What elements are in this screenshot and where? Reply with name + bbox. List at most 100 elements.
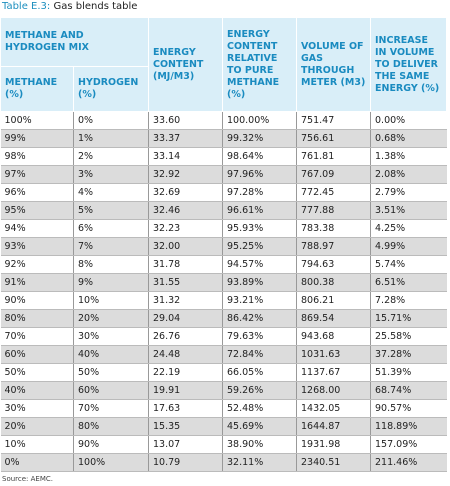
- table-cell: 1%: [73, 129, 149, 148]
- table-cell: 772.45: [296, 183, 371, 202]
- table-cell: 59.26%: [222, 381, 297, 400]
- table-cell: 783.38: [296, 219, 371, 238]
- table-cell: 94%: [0, 219, 74, 238]
- table-cell: 33.14: [148, 147, 223, 166]
- table-cell: 60%: [73, 381, 149, 400]
- table-cell: 10%: [0, 435, 74, 454]
- table-cell: 60%: [0, 345, 74, 364]
- table-cell: 90%: [0, 291, 74, 310]
- table-cell: 99%: [0, 129, 74, 148]
- table-cell: 19.91: [148, 381, 223, 400]
- table-cell: 32.00: [148, 237, 223, 256]
- table-cell: 40%: [73, 345, 149, 364]
- table-cell: 97%: [0, 165, 74, 184]
- table-cell: 91%: [0, 273, 74, 292]
- table-row: 91% 9% 31.55 93.89% 800.38 6.51%: [0, 273, 447, 292]
- table-cell: 3.51%: [370, 201, 447, 220]
- table-cell: 3%: [73, 165, 149, 184]
- table-cell: 95.93%: [222, 219, 297, 238]
- table-cell: 24.48: [148, 345, 223, 364]
- table-cell: 33.37: [148, 129, 223, 148]
- column-header: METHANE (%): [0, 66, 74, 112]
- table-cell: 95%: [0, 201, 74, 220]
- table-cell: 806.21: [296, 291, 371, 310]
- table-cell: 788.97: [296, 237, 371, 256]
- table-cell: 2340.51: [296, 453, 371, 472]
- table-cell: 32.46: [148, 201, 223, 220]
- table-row: 60% 40% 24.48 72.84% 1031.63 37.28%: [0, 345, 447, 364]
- table-cell: 17.63: [148, 399, 223, 418]
- table-cell: 1031.63: [296, 345, 371, 364]
- table-cell: 5.74%: [370, 255, 447, 274]
- table-cell: 37.28%: [370, 345, 447, 364]
- table-cell: 751.47: [296, 111, 371, 130]
- table-cell: 211.46%: [370, 453, 447, 472]
- table-cell: 80%: [0, 309, 74, 328]
- table-number: Table E.3:: [2, 1, 51, 12]
- table-cell: 50%: [73, 363, 149, 382]
- table-cell: 52.48%: [222, 399, 297, 418]
- table-cell: 86.42%: [222, 309, 297, 328]
- table-row: 80% 20% 29.04 86.42% 869.54 15.71%: [0, 309, 447, 328]
- table-cell: 72.84%: [222, 345, 297, 364]
- table-cell: 80%: [73, 417, 149, 436]
- table-cell: 93%: [0, 237, 74, 256]
- table-cell: 29.04: [148, 309, 223, 328]
- table-cell: 0.68%: [370, 129, 447, 148]
- table-cell: 68.74%: [370, 381, 447, 400]
- table-cell: 100.00%: [222, 111, 297, 130]
- table-row: 20% 80% 15.35 45.69% 1644.87 118.89%: [0, 417, 447, 436]
- table-cell: 51.39%: [370, 363, 447, 382]
- table-cell: 157.09%: [370, 435, 447, 454]
- table-cell: 5%: [73, 201, 149, 220]
- table-cell: 100%: [0, 111, 74, 130]
- table-row: 98% 2% 33.14 98.64% 761.81 1.38%: [0, 147, 447, 166]
- table-row: 10% 90% 13.07 38.90% 1931.98 157.09%: [0, 435, 447, 454]
- table-cell: 97.96%: [222, 165, 297, 184]
- table-row: 0% 100% 10.79 32.11% 2340.51 211.46%: [0, 453, 447, 472]
- table-cell: 0.00%: [370, 111, 447, 130]
- table-body: 100% 0% 33.60 100.00% 751.47 0.00% 99% 1% 33.37 9…: [0, 111, 447, 472]
- table-cell: 761.81: [296, 147, 371, 166]
- table-cell: 31.55: [148, 273, 223, 292]
- table-cell: 96.61%: [222, 201, 297, 220]
- table-row: 92% 8% 31.78 94.57% 794.63 5.74%: [0, 255, 447, 274]
- table-cell: 70%: [0, 327, 74, 346]
- table-cell: 31.32: [148, 291, 223, 310]
- table-cell: 13.07: [148, 435, 223, 454]
- table-cell: 20%: [0, 417, 74, 436]
- table-cell: 30%: [0, 399, 74, 418]
- table-row: 95% 5% 32.46 96.61% 777.88 3.51%: [0, 201, 447, 220]
- table-cell: 4.25%: [370, 219, 447, 238]
- table-row: 94% 6% 32.23 95.93% 783.38 4.25%: [0, 219, 447, 238]
- table-row: 90% 10% 31.32 93.21% 806.21 7.28%: [0, 291, 447, 310]
- table-cell: 32.11%: [222, 453, 297, 472]
- column-header: ENERGY CONTENT (MJ/M3): [148, 17, 223, 112]
- table-cell: 96%: [0, 183, 74, 202]
- table-cell: 30%: [73, 327, 149, 346]
- table-row: 96% 4% 32.69 97.28% 772.45 2.79%: [0, 183, 447, 202]
- table-cell: 2.08%: [370, 165, 447, 184]
- column-header: INCREASE IN VOLUME TO DELIVER THE SAME E…: [370, 17, 447, 112]
- table-cell: 70%: [73, 399, 149, 418]
- table-cell: 800.38: [296, 273, 371, 292]
- group-header: METHANE AND HYDROGEN MIX: [0, 17, 149, 67]
- table-cell: 10%: [73, 291, 149, 310]
- table-cell: 0%: [73, 111, 149, 130]
- table-cell: 32.69: [148, 183, 223, 202]
- table-cell: 66.05%: [222, 363, 297, 382]
- table-cell: 79.63%: [222, 327, 297, 346]
- table-cell: 1432.05: [296, 399, 371, 418]
- table-cell: 794.63: [296, 255, 371, 274]
- table-cell: 45.69%: [222, 417, 297, 436]
- table-cell: 98.64%: [222, 147, 297, 166]
- table-cell: 8%: [73, 255, 149, 274]
- table-row: 100% 0% 33.60 100.00% 751.47 0.00%: [0, 111, 447, 130]
- table-cell: 50%: [0, 363, 74, 382]
- column-header: ENERGY CONTENT RELATIVE TO PURE METHANE …: [222, 17, 297, 112]
- table-cell: 32.23: [148, 219, 223, 238]
- table-row: 99% 1% 33.37 99.32% 756.61 0.68%: [0, 129, 447, 148]
- table-cell: 32.92: [148, 165, 223, 184]
- table-row: 70% 30% 26.76 79.63% 943.68 25.58%: [0, 327, 447, 346]
